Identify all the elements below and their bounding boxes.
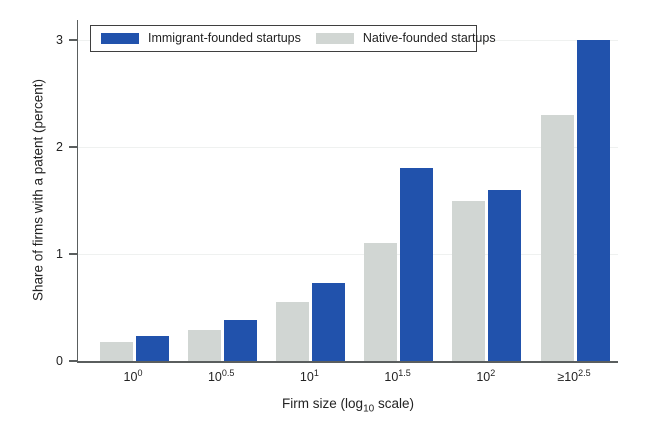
y-axis-tick-label: 0 xyxy=(56,353,63,368)
x-axis-tick-label: 100.5 xyxy=(207,368,235,385)
bar-immigrant-10^1 xyxy=(311,282,345,361)
bar-native-≥10^2.5 xyxy=(540,114,574,361)
bar-native-10^1.5 xyxy=(364,243,398,361)
y-axis-tick-label: 2 xyxy=(56,139,63,154)
y-axis-tick-label: 3 xyxy=(56,32,63,47)
x-axis-tick-label: ≥102.5 xyxy=(557,368,591,385)
gridline xyxy=(78,146,618,148)
bar-immigrant-10^0 xyxy=(135,336,169,361)
bar-native-10^0 xyxy=(99,341,133,361)
legend-label-native: Native-founded startups xyxy=(362,31,496,46)
y-axis-tick xyxy=(69,360,77,362)
x-axis-tick-label: 102 xyxy=(476,368,496,385)
gridline xyxy=(78,253,618,255)
bar-immigrant-≥10^2.5 xyxy=(576,40,610,361)
legend-item-immigrant: Immigrant-founded startups xyxy=(101,32,301,45)
y-axis-title: Share of firms with a patent (percent) xyxy=(30,78,46,302)
bar-native-10^0.5 xyxy=(187,329,221,361)
bar-immigrant-10^1.5 xyxy=(400,168,434,361)
x-axis-tick-label: 101 xyxy=(299,368,319,385)
x-axis-tick-label: 100 xyxy=(123,368,143,385)
bar-immigrant-10^2 xyxy=(488,189,522,361)
y-axis-tick-label: 1 xyxy=(56,246,63,261)
legend-label-immigrant: Immigrant-founded startups xyxy=(148,31,301,46)
legend-swatch-native xyxy=(315,33,354,44)
bar-native-10^1 xyxy=(275,302,309,361)
legend-item-native: Native-founded startups xyxy=(315,31,496,46)
legend: Immigrant-founded startups Native-founde… xyxy=(90,25,496,52)
y-axis-tick xyxy=(69,39,77,41)
y-axis-tick xyxy=(69,253,77,255)
plot-area: 0 1 2 3 xyxy=(56,20,618,367)
legend-swatch-immigrant xyxy=(101,33,139,44)
bar-native-10^2 xyxy=(452,200,486,361)
x-axis-title: Firm size (log10 scale) xyxy=(282,396,414,415)
y-axis-tick xyxy=(69,146,77,148)
x-axis-tick-label: 101.5 xyxy=(384,368,411,385)
bar-immigrant-10^0.5 xyxy=(223,320,257,361)
